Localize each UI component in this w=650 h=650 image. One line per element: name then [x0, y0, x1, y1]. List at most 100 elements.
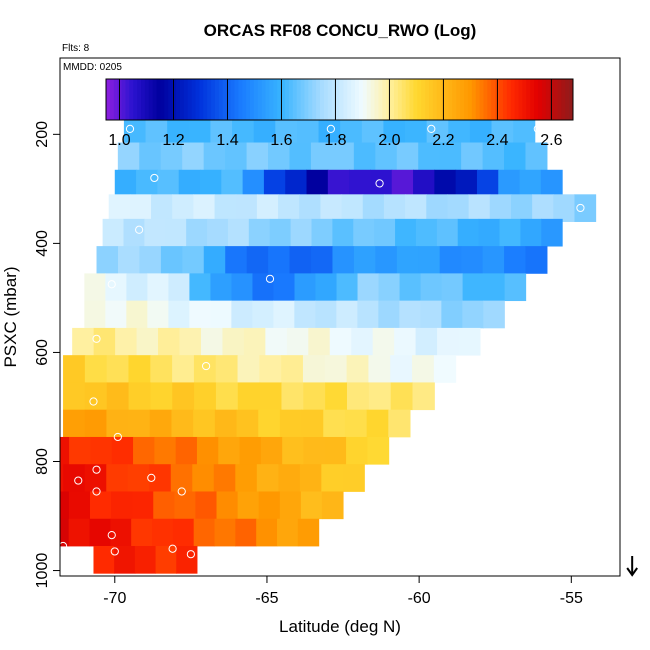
- colorbar-strip: [378, 79, 383, 120]
- colorbar-strip: [401, 79, 407, 120]
- heatmap-cell: [237, 382, 261, 411]
- date-note: MMDD: 0205: [63, 62, 122, 73]
- colorbar-strip: [335, 79, 340, 120]
- colorbar-strip: [113, 79, 119, 120]
- heatmap-cell: [258, 409, 281, 438]
- colorbar-strip: [109, 79, 115, 120]
- colorbar-strip: [222, 79, 228, 120]
- colorbar-gradient: [106, 79, 574, 120]
- x-axis: -70 -65 -60 -55: [103, 576, 583, 607]
- heatmap-cell: [297, 518, 320, 547]
- heatmap-cell: [510, 194, 533, 222]
- heatmap-cell: [303, 436, 326, 465]
- data-point: [92, 334, 101, 343]
- heatmap-cell: [437, 327, 460, 356]
- heatmap-cell: [189, 300, 211, 329]
- heatmap-cell: [182, 246, 205, 274]
- y-tick-label: 800: [34, 448, 51, 475]
- heatmap-cell: [418, 246, 441, 274]
- colorbar-strip: [440, 79, 446, 120]
- heatmap-cell: [289, 246, 312, 274]
- heatmap-cell: [426, 115, 449, 143]
- heatmap-cell: [193, 355, 217, 383]
- heatmap-cell: [63, 464, 86, 492]
- colorbar-strip: [164, 79, 169, 120]
- heatmap-cell: [102, 218, 124, 247]
- colorbar-strip: [331, 79, 337, 120]
- heatmap-cell: [300, 491, 323, 520]
- heatmap-cell: [462, 300, 484, 329]
- colorbar-strip: [106, 79, 111, 120]
- heatmap-cell: [368, 355, 391, 383]
- heatmap-cell: [235, 518, 257, 547]
- colorbar-strip: [316, 79, 321, 120]
- colorbar-strip: [195, 79, 200, 120]
- heatmap-cell: [90, 491, 112, 520]
- heatmap-cell: [168, 300, 190, 329]
- x-tick-label: -70: [103, 590, 126, 607]
- heatmap-cell: [225, 246, 248, 274]
- heatmap-cell: [541, 218, 563, 247]
- heatmap-cell: [302, 355, 326, 383]
- colorbar-strip: [487, 79, 492, 120]
- heatmap-cell: [498, 169, 521, 198]
- heatmap-cell: [203, 246, 226, 274]
- heatmap-cell: [207, 218, 229, 247]
- heatmap-cell: [370, 169, 393, 198]
- colorbar-strip: [534, 79, 539, 120]
- heatmap-cell: [167, 115, 190, 143]
- colorbar-strip: [179, 79, 185, 120]
- heatmap-cell: [214, 194, 237, 222]
- colorbar-strip: [234, 79, 239, 120]
- heatmap-cell: [242, 169, 265, 198]
- colorbar-tick-label: 1.4: [216, 132, 238, 149]
- heatmap-cell: [84, 300, 106, 329]
- colorbar-strip: [269, 79, 274, 120]
- heatmap-cell: [405, 194, 427, 222]
- x-tick-label: -60: [408, 590, 431, 607]
- heatmap-cell: [131, 518, 153, 547]
- data-point: [427, 124, 436, 133]
- colorbar-strip: [358, 79, 364, 120]
- heatmap-cell: [221, 169, 244, 198]
- heatmap-cell: [278, 194, 300, 222]
- heatmap-cell: [171, 409, 194, 438]
- heatmap-cell: [178, 169, 201, 198]
- heatmap-cell: [324, 436, 347, 465]
- heatmap-cell: [311, 218, 333, 247]
- heatmap-cell: [399, 300, 421, 329]
- heatmap-cell: [346, 436, 368, 465]
- heatmap-cell: [108, 194, 131, 222]
- heatmap-cell: [63, 382, 86, 411]
- heatmap-cell: [154, 436, 177, 465]
- heatmap-cell: [321, 491, 344, 520]
- heatmap-cell: [315, 273, 338, 302]
- colorbar-strip: [382, 79, 387, 120]
- heatmap-cell: [200, 327, 223, 356]
- heatmap-cell: [147, 300, 169, 329]
- colorbar-strip: [460, 79, 465, 120]
- heatmap-cell: [132, 491, 154, 520]
- heatmap-cell: [415, 218, 438, 247]
- heatmap-cell: [308, 327, 331, 356]
- heatmap-cell: [175, 436, 198, 465]
- heatmap-cell: [188, 115, 211, 143]
- heatmap-cell: [172, 194, 194, 222]
- heatmap-cell: [253, 115, 276, 143]
- heatmap-cell: [268, 246, 291, 274]
- data-point: [107, 531, 116, 540]
- down-arrow-icon: [626, 556, 638, 577]
- heatmap-cell: [160, 246, 183, 274]
- heatmap-cell: [273, 300, 295, 329]
- colorbar-tick-label: 1.0: [108, 132, 130, 149]
- heatmap-cell: [90, 436, 113, 465]
- heatmap-cell: [390, 382, 413, 411]
- colorbar-strip: [510, 79, 516, 120]
- heatmap-cell: [127, 464, 150, 492]
- heatmap-cell: [227, 218, 250, 247]
- heatmap-cell: [68, 518, 90, 547]
- colorbar-strip: [144, 79, 150, 120]
- heatmap-cell: [111, 436, 134, 465]
- heatmap-cell: [441, 300, 463, 329]
- plot-frame: [59, 57, 621, 577]
